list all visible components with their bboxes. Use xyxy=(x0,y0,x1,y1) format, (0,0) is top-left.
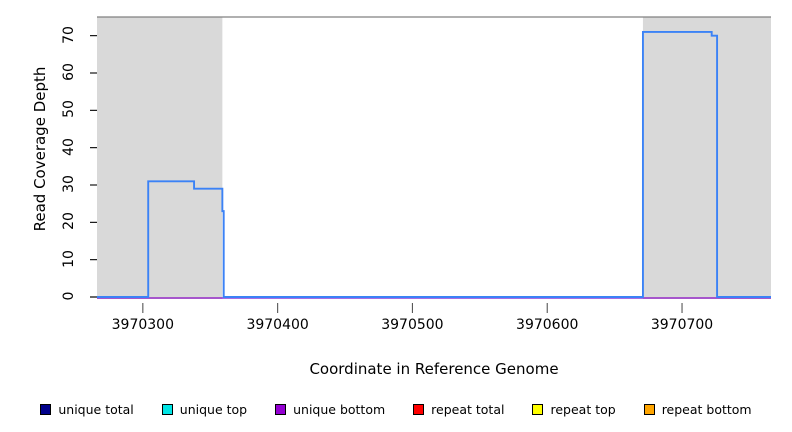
x-tick-label: 3970700 xyxy=(650,317,714,333)
repeat-region-left xyxy=(97,17,223,297)
legend-label: unique total xyxy=(58,401,134,417)
legend-label: repeat bottom xyxy=(661,401,752,417)
legend-item-repeat-top[interactable]: repeat top xyxy=(532,401,616,417)
legend-item-unique-bottom[interactable]: unique bottom xyxy=(275,402,385,417)
y-tick-label: 0 xyxy=(61,291,77,301)
x-tick-label: 3970600 xyxy=(516,317,579,333)
legend-item-repeat-bottom[interactable]: repeat bottom xyxy=(643,401,752,417)
legend-swatch-icon xyxy=(532,403,544,415)
axis-ticks xyxy=(90,35,683,313)
legend-swatch-icon xyxy=(161,403,173,415)
legend-label: repeat total xyxy=(431,401,505,417)
legend-swatch-icon xyxy=(40,403,52,415)
legend-label: unique top xyxy=(179,401,248,417)
legend-item-unique-top[interactable]: unique top xyxy=(161,401,248,417)
legend-swatch-icon xyxy=(413,403,425,415)
series-unique-total xyxy=(97,30,771,298)
x-axis-title: Coordinate in Reference Genome xyxy=(309,360,559,378)
x-tick-label: 3970300 xyxy=(111,317,174,333)
legend-swatch-icon xyxy=(643,403,655,415)
y-tick-label: 60 xyxy=(61,63,77,81)
y-tick-label: 20 xyxy=(61,212,77,231)
y-tick-label: 50 xyxy=(61,100,77,119)
y-tick-label: 10 xyxy=(61,249,77,268)
shaded-repeat-regions xyxy=(97,17,771,297)
x-tick-label: 3970500 xyxy=(381,317,444,333)
legend-item-unique-total[interactable]: unique total xyxy=(40,401,134,417)
legend-item-repeat-total[interactable]: repeat total xyxy=(413,402,504,417)
y-tick-label: 70 xyxy=(61,25,77,44)
chart-legend: unique total unique top unique bottom repea… xyxy=(0,398,792,420)
data-series xyxy=(97,30,771,299)
legend-label: repeat top xyxy=(550,401,616,417)
legend-swatch-icon xyxy=(275,403,287,415)
y-tick-label: 40 xyxy=(61,137,77,156)
repeat-region-right xyxy=(642,17,771,297)
legend-label: unique bottom xyxy=(293,401,386,417)
y-tick-label: 30 xyxy=(61,175,77,193)
x-tick-label: 3970400 xyxy=(246,317,309,333)
